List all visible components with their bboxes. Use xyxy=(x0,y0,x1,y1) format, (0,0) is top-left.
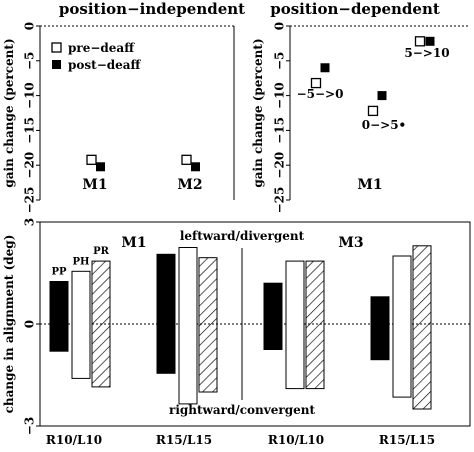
bar-pr xyxy=(305,260,325,390)
pre-deaff-marker xyxy=(414,36,426,47)
category-label: R15/L15 xyxy=(156,433,212,447)
panel-b-subject-label: M1 xyxy=(357,177,382,193)
pre-deaff-marker xyxy=(86,154,97,165)
panel-c-categories: R10/L10 R15/L15 R10/L10 R15/L15 xyxy=(46,433,435,447)
bar-ph xyxy=(285,260,305,390)
y-tick-label: −25 xyxy=(23,187,37,214)
category-label: R10/L10 xyxy=(46,433,102,447)
panel-c-ticks: 3 0 −3 xyxy=(23,218,40,435)
bar-pr xyxy=(412,245,432,410)
legend-label-pre: pre−deaff xyxy=(68,41,135,55)
y-tick-label: −15 xyxy=(23,117,37,144)
y-tick-label: −5 xyxy=(23,52,37,70)
legend-filled-square xyxy=(52,60,61,69)
bar-pp xyxy=(370,296,390,361)
y-tick-label: −20 xyxy=(23,152,37,179)
panel-b-point-label-2: 0−>5• xyxy=(362,118,406,132)
panel-position-dependent: position−dependent gain change (percent)… xyxy=(251,0,470,213)
legend-label-post: post−deaff xyxy=(68,58,142,72)
panel-a-ylabel: gain change (percent) xyxy=(2,38,16,187)
annotation-top: leftward/divergent xyxy=(180,229,305,243)
panel-b-ticks: 0 −5 −10 −15 −20 −25 xyxy=(273,22,290,214)
post-deaff-marker xyxy=(320,63,330,73)
panel-c-bars xyxy=(49,245,432,410)
bar-pp xyxy=(156,253,176,374)
post-deaff-marker xyxy=(377,91,387,101)
post-deaff-marker xyxy=(96,162,105,172)
subject-label-m1: M1 xyxy=(121,235,146,251)
panel-alignment: change in alignment (deg) 3 0 −3 leftward/… xyxy=(2,218,471,447)
legend-open-square xyxy=(51,42,62,53)
panel-a-title: position−independent xyxy=(59,0,245,18)
series-label-pr: PR xyxy=(93,246,110,257)
panel-a-group-label-m1: M1 xyxy=(82,177,107,193)
panel-a-points xyxy=(86,154,200,172)
panel-a-legend: pre−deaff post−deaff xyxy=(51,41,142,72)
y-tick-label: 3 xyxy=(23,218,37,226)
y-tick-label: −25 xyxy=(273,187,287,214)
panel-a-group-label-m2: M2 xyxy=(177,177,202,193)
bar-pr xyxy=(91,260,111,388)
panel-b-points xyxy=(310,36,435,117)
pre-deaff-marker xyxy=(181,154,192,165)
pre-deaff-marker xyxy=(310,77,322,89)
panel-b-title: position−dependent xyxy=(270,0,440,18)
y-tick-label: 0 xyxy=(273,22,287,30)
panel-c-ylabel: change in alignment (deg) xyxy=(2,235,16,414)
panel-b-point-label-1: −5−>0 xyxy=(297,87,344,101)
bar-ph xyxy=(178,247,198,405)
subject-label-m3: M3 xyxy=(338,235,363,251)
y-tick-label: 0 xyxy=(23,320,37,328)
y-tick-label: −5 xyxy=(273,52,287,70)
pre-deaff-marker xyxy=(367,105,379,117)
y-tick-label: 0 xyxy=(23,22,37,30)
category-label: R10/L10 xyxy=(268,433,324,447)
category-label: R15/L15 xyxy=(379,433,435,447)
y-tick-label: −3 xyxy=(23,417,37,435)
y-tick-label: −20 xyxy=(273,152,287,179)
bar-pp xyxy=(49,281,69,352)
bar-pp xyxy=(263,282,283,351)
panel-position-independent: position−independent pre−deaff post−deaf… xyxy=(40,0,245,200)
panel-b-ylabel: gain change (percent) xyxy=(251,38,265,187)
panel-a-ticks: 0 −5 −10 −15 −20 −25 xyxy=(23,22,40,214)
series-label-ph: PH xyxy=(73,256,90,267)
post-deaff-marker xyxy=(425,36,435,46)
y-tick-label: −10 xyxy=(23,82,37,109)
bar-ph xyxy=(392,255,412,398)
bar-pr xyxy=(198,257,218,393)
y-tick-label: −15 xyxy=(273,117,287,144)
bar-ph xyxy=(71,270,91,379)
series-label-pp: PP xyxy=(51,267,67,278)
panel-b-point-label-3: 5−>10 xyxy=(404,46,449,60)
y-tick-label: −10 xyxy=(273,82,287,109)
annotation-bottom: rightward/convergent xyxy=(169,403,315,417)
post-deaff-marker xyxy=(191,162,200,172)
